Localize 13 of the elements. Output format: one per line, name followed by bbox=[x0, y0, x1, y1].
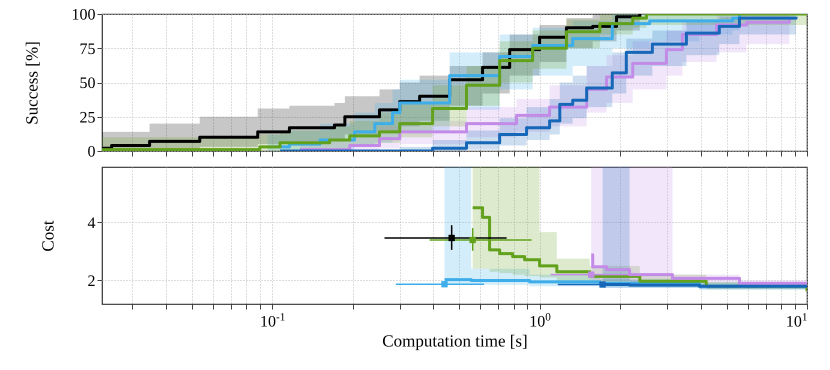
y-tick-label: 4 bbox=[88, 214, 96, 232]
x-tick-label: 10$^{-1}$ bbox=[260, 312, 286, 330]
y-tick-label: 75 bbox=[80, 40, 96, 58]
y-axis-title: Cost bbox=[38, 220, 58, 252]
y-axis-title: Success [%] bbox=[22, 41, 42, 125]
y-tick-label: 100 bbox=[72, 6, 96, 24]
y-tick-label: 2 bbox=[88, 272, 96, 290]
y-tick-label: 25 bbox=[80, 109, 96, 126]
y-tick-label: 0 bbox=[88, 144, 96, 160]
y-tick-label: 50 bbox=[80, 75, 96, 92]
x-axis-title: Computation time [s] bbox=[382, 332, 528, 350]
x-tick-label: 10$^{0}$ bbox=[529, 312, 552, 330]
x-tick-label: 10$^{1}$ bbox=[786, 312, 808, 330]
